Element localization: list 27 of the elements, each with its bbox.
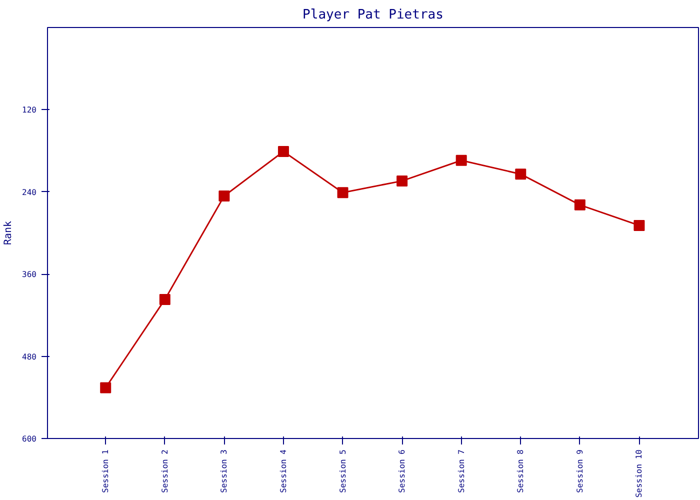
chart-title: Player Pat Pietras [302, 8, 444, 22]
point [100, 382, 112, 394]
point [456, 154, 467, 166]
x-tick-label: Session 10 [634, 449, 644, 498]
y-tick-label: 480 [22, 352, 37, 362]
x-tick-label: Session 4 [278, 449, 288, 493]
point [218, 190, 230, 202]
point [337, 187, 348, 198]
x-tick-label: Session 2 [160, 449, 170, 493]
x-tick-label: Session 8 [516, 449, 526, 493]
x-tick-label: Session 7 [456, 449, 466, 493]
point [278, 146, 289, 157]
point [159, 294, 170, 305]
point [634, 220, 645, 231]
x-tick-label: Session 1 [101, 449, 110, 493]
y-tick-label: 600 [22, 434, 37, 444]
y-tick-label: 240 [22, 188, 37, 197]
x-tick-label: Session 5 [338, 449, 348, 493]
y-tick-label: 360 [22, 270, 37, 280]
y-axis-title: Rank [3, 220, 14, 246]
y-tick-label: 120 [22, 106, 37, 115]
x-tick-label: Session 6 [398, 449, 407, 493]
x-tick-label: Session 3 [220, 449, 229, 493]
x-tick-label: Session 9 [575, 449, 584, 493]
point [515, 168, 526, 180]
point [574, 199, 586, 210]
point [396, 175, 408, 186]
